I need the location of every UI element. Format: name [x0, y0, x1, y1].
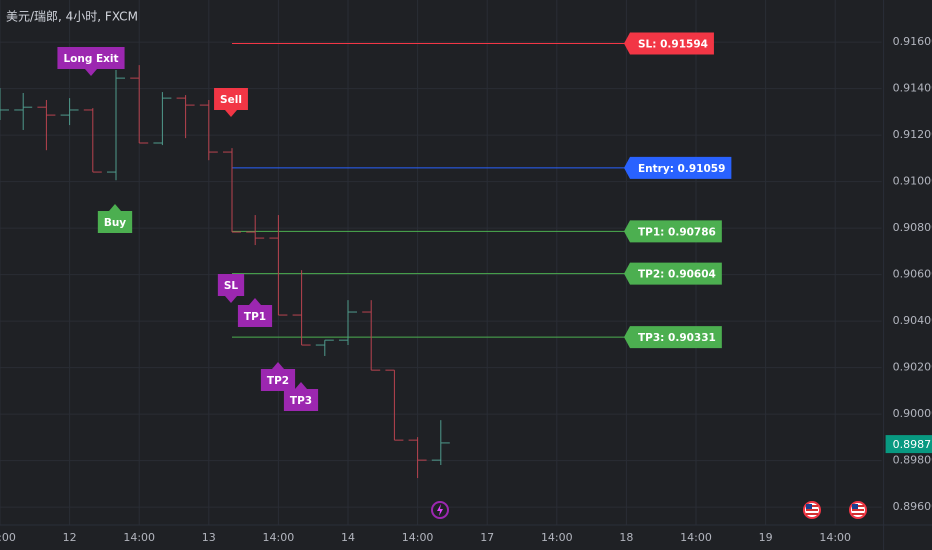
level-label-box — [624, 156, 732, 179]
x-tick-label: 17 — [480, 531, 494, 544]
bars — [0, 65, 450, 479]
x-tick-label: 18 — [619, 531, 633, 544]
level-label: TP1: 0.90786 — [638, 226, 716, 238]
x-tick-label: 14:00 — [819, 531, 851, 544]
signal-label: Buy — [104, 217, 126, 229]
signal-box — [217, 274, 245, 303]
x-tick-label: 13 — [202, 531, 216, 544]
x-tick-label: 12 — [63, 531, 77, 544]
level-label: SL: 0.91594 — [638, 38, 708, 50]
x-tick-label: 14:00 — [123, 531, 155, 544]
signal-box — [283, 382, 319, 411]
x-tick-label: 14 — [341, 531, 355, 544]
signal-box — [260, 362, 296, 391]
flag-icon[interactable] — [803, 501, 821, 519]
signal-box — [57, 47, 125, 76]
chart-title: 美元/瑞郎, 4小时, FXCM — [6, 10, 138, 24]
x-tick-label: 14:00 — [263, 531, 295, 544]
signal-box — [97, 204, 133, 233]
signal-label: TP1 — [244, 311, 266, 323]
x-tick-label: 19 — [759, 531, 773, 544]
last-price-label: 0.89871 — [893, 438, 932, 451]
levels: SL: 0.91594 Entry: 0.91059 TP1: 0.90786 TP2… — [232, 32, 732, 349]
signal-label: SL — [224, 280, 239, 292]
flag-icon[interactable] — [849, 501, 867, 519]
last-price-box — [885, 435, 932, 454]
signal-label: TP3 — [290, 395, 312, 407]
x-tick-label: 14:00 — [402, 531, 434, 544]
x-tick-label: 00:00 — [0, 531, 16, 544]
level-label: TP3: 0.90331 — [638, 332, 716, 344]
signal-label: Long Exit — [63, 53, 118, 65]
x-tick-label: 14:00 — [541, 531, 573, 544]
event-icon[interactable] — [431, 501, 449, 519]
signal-box — [237, 298, 273, 327]
signal-label: TP2 — [267, 375, 289, 387]
signal-label: Sell — [220, 94, 242, 106]
level-label-box — [624, 326, 722, 349]
level-label: Entry: 0.91059 — [638, 163, 725, 175]
x-tick-label: 14:00 — [680, 531, 712, 544]
level-label: TP2: 0.90604 — [638, 269, 716, 281]
level-label-box — [624, 262, 722, 285]
level-label-box — [624, 32, 714, 55]
level-label-box — [624, 220, 722, 243]
signal-box — [214, 88, 248, 117]
